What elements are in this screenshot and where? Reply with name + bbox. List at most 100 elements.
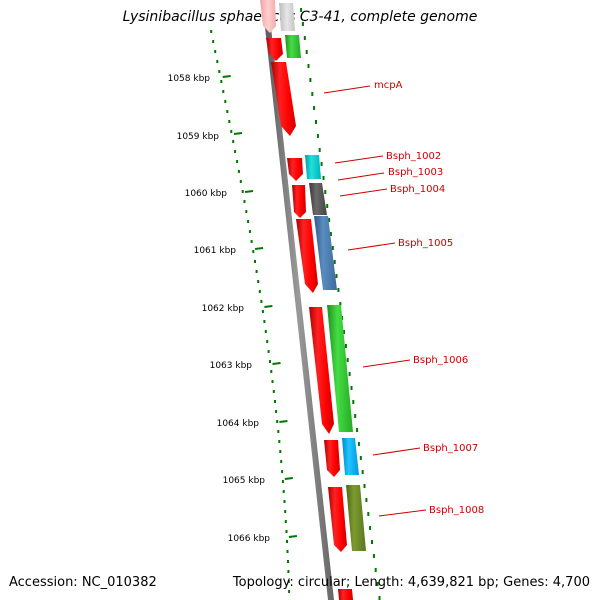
guide-dot — [243, 200, 246, 203]
guide-dot — [216, 60, 219, 63]
guide-dot — [271, 380, 274, 383]
guide-dot — [239, 180, 242, 183]
guide-dot — [318, 148, 321, 152]
guide-dot — [288, 590, 291, 593]
guide-dot — [281, 480, 284, 483]
guide-dot — [363, 484, 366, 488]
guide-dot — [335, 274, 338, 278]
guide-dot — [283, 500, 286, 503]
guide-dot — [286, 540, 288, 543]
ruler-label: 1063 kbp — [210, 361, 253, 371]
guide-dot — [255, 270, 258, 273]
gene-feature-Bsph_1008[interactable] — [346, 485, 366, 551]
guide-dot — [344, 344, 347, 348]
guide-dot — [241, 190, 244, 193]
guide-dot — [258, 290, 261, 293]
gene-label-Bsph_1002[interactable]: Bsph_1002 — [386, 151, 441, 162]
guide-dot — [376, 582, 379, 586]
ruler-tick — [288, 535, 298, 538]
guide-dot — [286, 550, 289, 553]
guide-dot — [237, 170, 240, 173]
guide-dot — [275, 410, 278, 413]
guide-dot — [309, 78, 312, 82]
map-title: Lysinibacillus sphaericus C3-41, complet… — [122, 9, 478, 25]
leader-Bsph_1008 — [378, 509, 427, 517]
guide-dot — [218, 70, 221, 73]
gene-feature-Bsph_1006-red[interactable] — [309, 307, 334, 434]
gene-feature-Bsph_1004[interactable] — [309, 183, 327, 215]
guide-dot — [328, 218, 331, 222]
guide-dot — [287, 560, 289, 563]
guide-dot — [356, 428, 359, 432]
guide-dot — [322, 176, 325, 180]
ruler-ticks — [222, 75, 298, 538]
gene-feature-mcpA[interactable] — [271, 62, 296, 136]
gene-label-Bsph_1005[interactable]: Bsph_1005 — [398, 238, 453, 249]
gene-feature-Bsph_1008-red[interactable] — [328, 487, 347, 552]
guide-dot — [234, 150, 237, 153]
guide-dot — [305, 50, 308, 54]
gene-feature-Bsph_1007-red[interactable] — [324, 440, 340, 477]
guide-dot — [352, 400, 355, 404]
guide-dot — [270, 370, 273, 373]
guide-dot — [378, 596, 381, 600]
guide-dot — [267, 350, 270, 353]
guide-dot — [287, 580, 290, 583]
guide-dot — [326, 204, 329, 208]
guide-dot — [230, 130, 233, 133]
ruler-labels: 1058 kbp 1059 kbp 1060 kbp 1061 kbp 1062… — [168, 74, 271, 544]
ruler-tick — [264, 305, 273, 308]
gene-label-Bsph_1006[interactable]: Bsph_1006 — [413, 355, 468, 366]
leader-Bsph_1003 — [337, 172, 385, 181]
guide-dot — [372, 554, 375, 558]
guide-dot — [222, 90, 225, 93]
gene-feature-Bsph_1005[interactable] — [314, 216, 337, 290]
guide-dot — [260, 300, 263, 303]
gene-feature-partial[interactable] — [260, 0, 276, 33]
cds-track — [260, 0, 366, 600]
gene-label-Bsph_1007[interactable]: Bsph_1007 — [423, 443, 478, 454]
gene-feature-Bsph_1002[interactable] — [287, 158, 303, 181]
guide-dot — [339, 302, 342, 306]
guide-dot — [361, 470, 364, 474]
leader-Bsph_1007 — [372, 447, 421, 456]
ruler-label: 1060 kbp — [185, 189, 228, 199]
guide-dot — [337, 288, 340, 292]
guide-dot — [311, 92, 314, 96]
gene-feature-red[interactable] — [266, 38, 283, 61]
gene-label-Bsph_1008[interactable]: Bsph_1008 — [429, 505, 484, 516]
gene-feature-Bsph_1006[interactable] — [327, 305, 353, 432]
guide-dot — [369, 526, 372, 530]
guide-dot — [284, 510, 287, 513]
guide-dot — [371, 540, 373, 544]
ruler-label: 1058 kbp — [168, 74, 211, 84]
guide-dot — [343, 330, 345, 334]
guide-dot — [320, 162, 323, 166]
leader-mcpA — [323, 85, 371, 94]
gene-feature-partial[interactable] — [279, 3, 295, 31]
gene-feature-Bsph_1002-cyan[interactable] — [305, 155, 321, 179]
leader-Bsph_1005 — [347, 242, 396, 251]
guide-dot — [285, 530, 288, 533]
guide-dot — [212, 40, 215, 43]
gene-label-Bsph_1003[interactable]: Bsph_1003 — [388, 167, 443, 178]
guide-dot — [284, 520, 287, 523]
gene-label-Bsph_1004[interactable]: Bsph_1004 — [390, 184, 445, 195]
guide-dot — [329, 232, 332, 236]
gene-label-mcpA[interactable]: mcpA — [374, 80, 403, 91]
gene-feature-green[interactable] — [285, 35, 301, 58]
ruler-tick — [222, 75, 231, 78]
guide-dot — [350, 386, 353, 390]
guide-dot — [272, 390, 275, 393]
gene-feature-Bsph_1005-red[interactable] — [296, 219, 318, 293]
label-leaders — [323, 85, 427, 517]
ruler-tick — [284, 477, 293, 480]
gene-feature-Bsph_1007[interactable] — [342, 438, 359, 475]
gene-feature-partial[interactable] — [338, 589, 353, 600]
guide-dot — [277, 430, 280, 433]
ruler-label: 1059 kbp — [177, 132, 220, 142]
gene-feature-Bsph_1003[interactable] — [292, 185, 306, 218]
guide-dot — [252, 250, 255, 253]
genome-backbone — [262, 0, 334, 600]
